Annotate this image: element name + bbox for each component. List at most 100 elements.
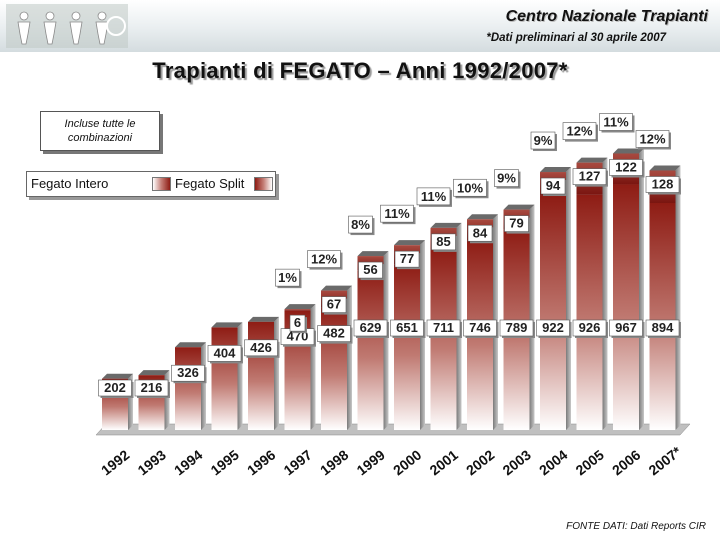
percent-label-12: 9% bbox=[530, 131, 557, 152]
intero-label-1: 216 bbox=[134, 379, 170, 398]
intero-label-15: 894 bbox=[645, 319, 681, 338]
intero-label-0-text: 202 bbox=[104, 380, 126, 395]
bar-top-1 bbox=[138, 370, 170, 376]
split-label-7: 56 bbox=[358, 261, 385, 281]
bar-side-11 bbox=[529, 204, 535, 430]
bar-intero-8 bbox=[394, 264, 420, 430]
split-label-8-text: 77 bbox=[400, 251, 414, 266]
percent-label-11: 9% bbox=[494, 169, 521, 189]
percent-label-6-text: 12% bbox=[311, 252, 337, 267]
percent-label-5: 1% bbox=[275, 268, 302, 289]
intero-label-11-text: 789 bbox=[506, 320, 528, 335]
split-label-13-text: 127 bbox=[579, 169, 601, 184]
x-tick-label-6: 1998 bbox=[317, 446, 352, 478]
bar-side-13 bbox=[602, 157, 608, 430]
percent-label-15-text: 12% bbox=[639, 132, 665, 147]
bar-intero-12 bbox=[540, 195, 566, 430]
intero-label-14-text: 967 bbox=[615, 320, 637, 335]
x-tick-label-8: 2000 bbox=[390, 446, 425, 478]
chart-title: Trapianti di FEGATO – Anni 1992/2007* bbox=[152, 58, 568, 83]
percent-label-14-text: 11% bbox=[603, 114, 629, 129]
bar-intero-9 bbox=[430, 249, 457, 430]
intero-label-13: 926 bbox=[572, 319, 608, 338]
bar-intero-15 bbox=[649, 203, 676, 430]
bar-side-12 bbox=[566, 167, 571, 430]
x-tick-label-12: 2004 bbox=[536, 446, 571, 478]
percent-label-8: 11% bbox=[380, 204, 416, 225]
x-tick-label-11: 2003 bbox=[499, 446, 534, 478]
intero-label-4: 426 bbox=[244, 339, 280, 358]
percent-label-14: 11% bbox=[599, 113, 635, 133]
intero-label-8: 651 bbox=[390, 319, 426, 338]
percent-label-9: 11% bbox=[416, 187, 452, 207]
percent-label-5-text: 1% bbox=[278, 270, 297, 285]
bar-top-14 bbox=[613, 148, 644, 154]
bar-top-5 bbox=[284, 304, 316, 310]
split-label-13: 127 bbox=[572, 168, 608, 187]
bar-intero-14 bbox=[613, 184, 639, 430]
split-label-14: 122 bbox=[609, 159, 645, 178]
intero-label-10: 746 bbox=[463, 319, 499, 338]
bar-intero-4 bbox=[248, 321, 274, 430]
percent-label-7: 8% bbox=[348, 215, 375, 236]
preliminary-note: *Dati preliminari al 30 aprile 2007 bbox=[486, 32, 666, 44]
header-bar: Centro Nazionale Trapianti *Dati prelimi… bbox=[0, 0, 720, 52]
bar-side-3 bbox=[237, 322, 243, 430]
intero-label-12-text: 922 bbox=[542, 320, 564, 335]
bar-top-15 bbox=[649, 165, 681, 171]
x-tick-label-0: 1992 bbox=[98, 446, 133, 478]
x-tick-label-3: 1995 bbox=[207, 446, 242, 478]
bar-side-6 bbox=[347, 285, 352, 430]
x-tick-label-14: 2006 bbox=[609, 446, 644, 478]
legend: Fegato Intero Fegato Split bbox=[26, 171, 276, 197]
percent-label-9-text: 11% bbox=[421, 189, 447, 204]
split-label-15: 128 bbox=[645, 176, 681, 195]
split-label-6-text: 67 bbox=[327, 297, 341, 312]
split-label-6: 67 bbox=[321, 296, 348, 315]
intero-label-7-text: 629 bbox=[360, 320, 382, 335]
legend-swatch-intero bbox=[152, 177, 171, 191]
intero-label-14: 967 bbox=[609, 319, 645, 338]
x-tick-label-5: 1997 bbox=[280, 446, 315, 478]
bar-top-7 bbox=[357, 251, 389, 257]
x-tick-label-13: 2005 bbox=[572, 446, 607, 478]
percent-label-6: 12% bbox=[307, 250, 343, 270]
bar-intero-7 bbox=[357, 270, 384, 430]
bar-top-4 bbox=[248, 316, 279, 322]
intero-label-13-text: 926 bbox=[579, 320, 601, 335]
split-label-5: 6 bbox=[289, 314, 307, 334]
x-tick-label-10: 2002 bbox=[463, 446, 498, 478]
people-silhouettes-logo-icon bbox=[6, 4, 128, 48]
bar-top-3 bbox=[211, 322, 243, 328]
intero-label-2-text: 326 bbox=[177, 365, 199, 380]
intero-label-12: 922 bbox=[536, 319, 572, 338]
intero-label-3-text: 404 bbox=[214, 345, 236, 360]
bar-side-14 bbox=[639, 148, 644, 430]
intero-label-2: 326 bbox=[171, 364, 207, 384]
split-label-14-text: 122 bbox=[615, 159, 637, 174]
intero-label-6-text: 482 bbox=[323, 326, 345, 341]
split-label-11: 79 bbox=[504, 215, 531, 234]
legend-label-split: Fegato Split bbox=[175, 176, 245, 191]
bar-top-0 bbox=[102, 373, 133, 379]
intero-label-3: 404 bbox=[207, 345, 243, 364]
org-name: Centro Nazionale Trapianti bbox=[505, 8, 708, 25]
percent-label-13: 12% bbox=[562, 122, 598, 142]
intero-label-0: 202 bbox=[98, 379, 134, 398]
x-tick-label-9: 2001 bbox=[426, 446, 461, 478]
percent-label-13-text: 12% bbox=[566, 124, 592, 139]
split-label-11-text: 79 bbox=[509, 216, 523, 231]
bar-intero-2 bbox=[175, 347, 201, 430]
bar-top-9 bbox=[430, 222, 462, 228]
percent-label-8-text: 11% bbox=[384, 206, 410, 221]
percent-label-11-text: 9% bbox=[497, 171, 516, 186]
bar-top-8 bbox=[394, 240, 425, 246]
percent-label-12-text: 9% bbox=[534, 133, 553, 148]
bar-intero-13 bbox=[576, 194, 603, 430]
x-tick-label-4: 1996 bbox=[244, 446, 279, 478]
split-label-12-text: 94 bbox=[546, 178, 561, 193]
split-label-10-text: 84 bbox=[473, 225, 488, 240]
bar-top-12 bbox=[540, 167, 571, 173]
x-tick-label-15: 2007* bbox=[645, 443, 684, 478]
intero-label-8-text: 651 bbox=[396, 320, 418, 335]
